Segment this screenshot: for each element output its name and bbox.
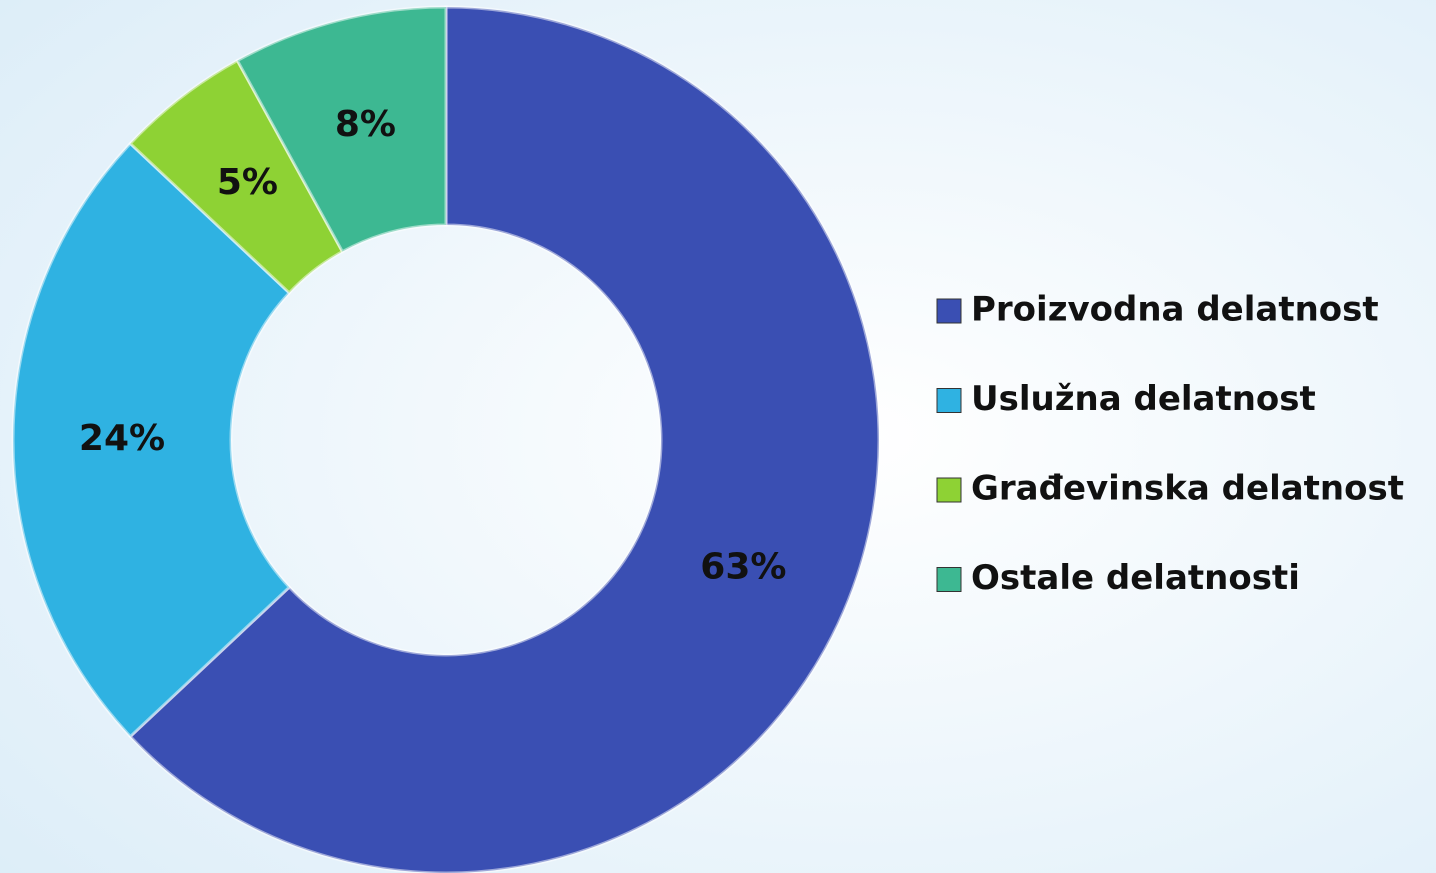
legend-label: Građevinska delatnost xyxy=(971,469,1404,509)
legend-swatch xyxy=(936,477,962,503)
legend-label: Proizvodna delatnost xyxy=(971,290,1379,330)
data-label: 63% xyxy=(700,547,786,588)
data-label: 5% xyxy=(217,162,278,203)
donut-segment xyxy=(128,5,881,873)
donut-segment xyxy=(235,5,448,254)
data-label: 24% xyxy=(79,418,165,459)
data-label: 8% xyxy=(335,104,396,145)
legend-swatch xyxy=(936,298,962,324)
legend-swatch xyxy=(936,388,962,413)
donut-segment xyxy=(11,141,292,739)
legend-swatch xyxy=(936,567,962,592)
legend-label: Uslužna delatnost xyxy=(971,379,1316,419)
legend-label: Ostale delatnosti xyxy=(971,558,1300,598)
